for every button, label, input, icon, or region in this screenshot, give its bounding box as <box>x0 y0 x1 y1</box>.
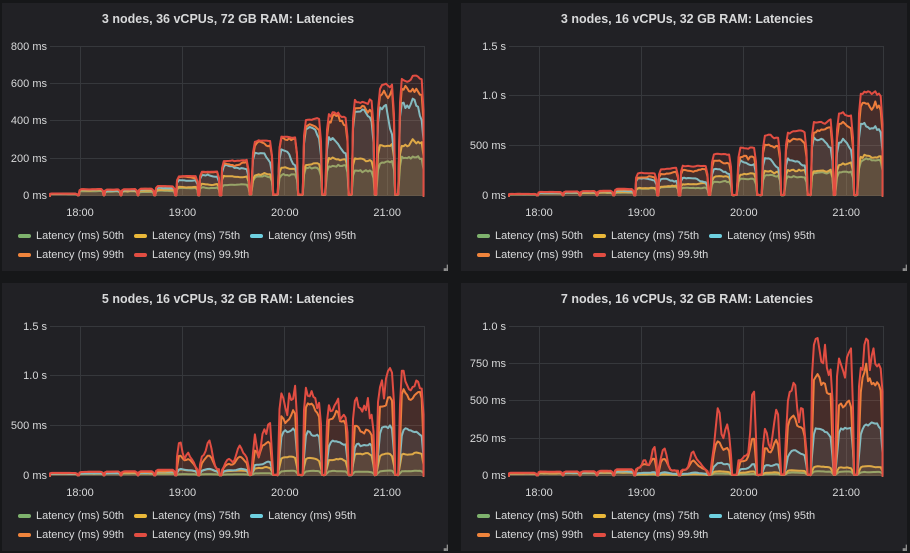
svg-text:500 ms: 500 ms <box>11 420 48 432</box>
svg-text:18:00: 18:00 <box>525 487 553 499</box>
svg-text:1.0 s: 1.0 s <box>482 321 506 333</box>
svg-text:21:00: 21:00 <box>373 207 401 219</box>
svg-text:800 ms: 800 ms <box>11 41 48 53</box>
svg-text:20:00: 20:00 <box>730 207 758 219</box>
svg-text:500 ms: 500 ms <box>470 395 507 407</box>
svg-text:1.5 s: 1.5 s <box>23 321 47 333</box>
svg-text:1.5 s: 1.5 s <box>482 41 506 53</box>
svg-text:0 ms: 0 ms <box>482 190 506 202</box>
svg-text:19:00: 19:00 <box>169 487 197 499</box>
svg-text:21:00: 21:00 <box>373 487 401 499</box>
svg-text:19:00: 19:00 <box>628 207 656 219</box>
svg-text:20:00: 20:00 <box>271 207 299 219</box>
svg-text:1.0 s: 1.0 s <box>482 90 506 102</box>
svg-text:18:00: 18:00 <box>66 207 94 219</box>
svg-text:250 ms: 250 ms <box>470 433 507 445</box>
svg-text:500 ms: 500 ms <box>470 140 507 152</box>
svg-text:0 ms: 0 ms <box>23 190 47 202</box>
svg-text:0 ms: 0 ms <box>23 470 47 482</box>
svg-text:18:00: 18:00 <box>525 207 553 219</box>
svg-text:19:00: 19:00 <box>169 207 197 219</box>
svg-text:400 ms: 400 ms <box>11 115 48 127</box>
svg-text:21:00: 21:00 <box>832 207 860 219</box>
svg-text:19:00: 19:00 <box>628 487 656 499</box>
svg-text:600 ms: 600 ms <box>11 78 48 90</box>
svg-text:20:00: 20:00 <box>730 487 758 499</box>
svg-text:18:00: 18:00 <box>66 487 94 499</box>
svg-text:21:00: 21:00 <box>832 487 860 499</box>
svg-text:20:00: 20:00 <box>271 487 299 499</box>
svg-text:0 ms: 0 ms <box>482 470 506 482</box>
svg-text:200 ms: 200 ms <box>11 153 48 165</box>
svg-text:1.0 s: 1.0 s <box>23 370 47 382</box>
svg-text:750 ms: 750 ms <box>470 358 507 370</box>
